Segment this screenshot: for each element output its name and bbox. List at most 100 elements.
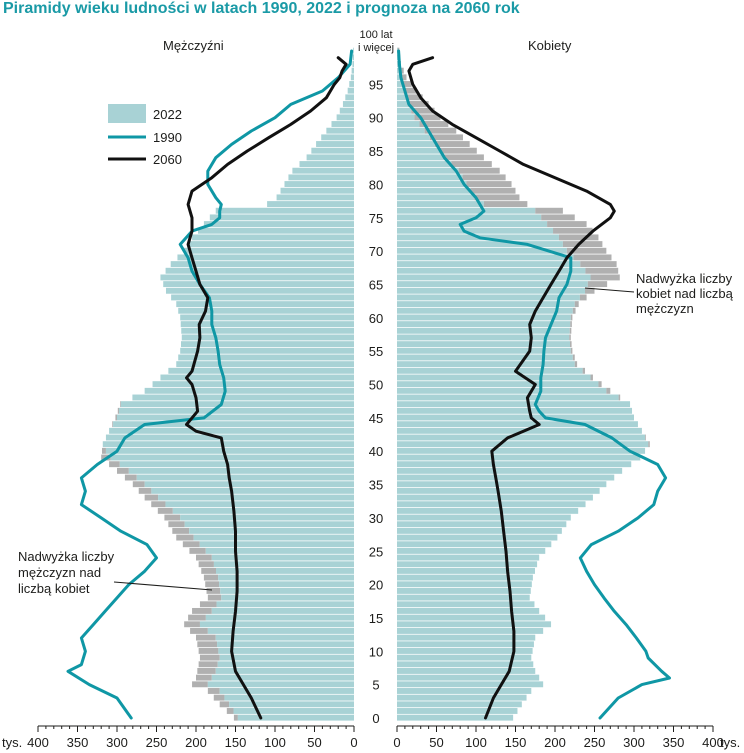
male-bar-2022-age-81 — [288, 174, 354, 181]
female-bar-2022-age-46 — [397, 407, 633, 414]
female-excess-bar-age-88 — [424, 127, 457, 134]
male-excess-bar-age-24 — [196, 554, 212, 561]
male-bar-2022-age-39 — [110, 454, 355, 461]
female-bar-2022-age-78 — [397, 194, 475, 201]
left-x-tick-label-0: 0 — [350, 735, 357, 750]
female-excess-bar-age-56 — [570, 341, 572, 348]
right-side-label: Kobiety — [528, 38, 572, 53]
bars-2022 — [101, 47, 650, 721]
female-excess-bar-age-41 — [648, 441, 650, 448]
age-tick-label-50: 50 — [369, 378, 383, 393]
female-bar-2022-age-3 — [397, 694, 527, 701]
male-bar-2022-age-18 — [221, 594, 354, 601]
female-bar-2022-age-27 — [397, 534, 558, 541]
male-excess-bar-age-22 — [201, 567, 217, 574]
male-bar-2022-age-93 — [345, 94, 354, 101]
age-tick-label-0: 0 — [372, 711, 379, 726]
female-bar-2022-age-33 — [397, 494, 593, 501]
female-excess-bar-age-64 — [585, 287, 595, 294]
right-x-tick-label-400: 400 — [702, 735, 724, 750]
female-excess-bar-age-78 — [474, 194, 520, 201]
female-bar-2022-age-47 — [397, 401, 631, 408]
female-bar-2022-age-8 — [397, 661, 534, 668]
male-excess-bar-age-30 — [164, 514, 181, 521]
male-excess-bar-age-32 — [151, 501, 166, 508]
female-excess-bar-age-61 — [572, 307, 576, 314]
annotation-female-line3: mężczyzn — [636, 301, 694, 316]
female-excess-bar-age-82 — [458, 167, 500, 174]
female-bar-2022-age-41 — [397, 441, 649, 448]
female-bar-2022-age-30 — [397, 514, 571, 521]
female-excess-bar-age-50 — [598, 381, 602, 388]
male-bar-2022-age-4 — [219, 688, 354, 694]
female-excess-bar-age-52 — [582, 367, 586, 374]
female-excess-bar-age-79 — [470, 187, 516, 194]
male-bar-2022-age-45 — [117, 414, 354, 421]
male-excess-bar-age-13 — [190, 627, 208, 634]
male-bar-2022-age-78 — [276, 194, 354, 201]
male-bar-2022-age-19 — [220, 587, 354, 594]
male-bar-2022-age-50 — [152, 381, 354, 388]
male-excess-bar-age-9 — [199, 654, 220, 661]
female-bar-2022-age-42 — [397, 434, 646, 441]
male-bar-2022-age-28 — [189, 527, 354, 534]
male-excess-bar-age-19 — [206, 587, 221, 594]
male-excess-bar-age-40 — [101, 447, 106, 454]
male-excess-bar-age-28 — [172, 527, 190, 534]
legend-label-2060: 2060 — [153, 152, 182, 167]
male-bar-2022-age-75 — [209, 214, 354, 221]
age-tick-label-65: 65 — [369, 277, 383, 292]
female-bar-2022-age-54 — [397, 354, 573, 361]
male-bar-2022-age-62 — [176, 301, 354, 308]
left-x-tick-label-150: 150 — [225, 735, 247, 750]
left-x-tick-label-200: 200 — [185, 735, 207, 750]
male-bar-2022-age-5 — [207, 681, 354, 688]
male-bar-2022-age-7 — [215, 668, 354, 674]
male-bar-2022-age-37 — [128, 467, 354, 474]
female-excess-bar-age-68 — [580, 261, 617, 268]
male-bar-2022-age-66 — [160, 274, 354, 281]
female-excess-bar-age-86 — [434, 141, 470, 147]
female-bar-2022-age-19 — [397, 587, 531, 594]
female-excess-bar-age-49 — [606, 387, 611, 394]
male-bar-2022-age-9 — [219, 654, 354, 661]
female-excess-bar-age-58 — [569, 327, 572, 334]
female-excess-bar-age-92 — [408, 101, 429, 107]
female-bar-2022-age-56 — [397, 341, 571, 348]
male-bar-2022-age-58 — [181, 327, 354, 334]
male-bar-2022-age-65 — [163, 281, 354, 288]
age-tick-label-85: 85 — [369, 144, 383, 159]
female-excess-bar-age-70 — [566, 247, 607, 254]
male-excess-bar-age-10 — [198, 648, 219, 654]
male-excess-bar-age-0 — [233, 714, 238, 721]
male-bar-2022-age-85 — [311, 147, 354, 154]
male-bar-2022-age-48 — [132, 394, 354, 401]
female-bar-2022-age-65 — [397, 281, 588, 288]
male-bar-2022-age-31 — [172, 507, 354, 514]
male-bar-2022-age-73 — [197, 227, 354, 234]
male-line-2060 — [185, 56, 348, 720]
male-bar-2022-age-34 — [151, 487, 354, 494]
female-bar-2022-age-66 — [397, 274, 591, 281]
male-bar-2022-age-8 — [217, 661, 354, 668]
male-bar-2022-age-24 — [211, 554, 354, 561]
male-bar-2022-age-43 — [109, 427, 354, 434]
female-excess-bar-age-93 — [405, 94, 423, 101]
right-x-tick-label-0: 0 — [393, 735, 400, 750]
female-excess-bar-age-48 — [618, 394, 621, 401]
annotation-female-leader — [584, 287, 635, 293]
female-bar-2022-age-63 — [397, 294, 580, 301]
female-bar-2022-age-97 — [397, 67, 400, 74]
female-bar-2022-age-7 — [397, 668, 536, 674]
female-bar-2022-age-67 — [397, 267, 586, 274]
chart-title: Piramidy wieku ludności w latach 1990, 2… — [3, 0, 520, 17]
female-bar-2022-age-80 — [397, 181, 467, 187]
male-bar-2022-age-94 — [347, 87, 354, 94]
male-excess-bar-age-44 — [112, 421, 114, 428]
female-bar-2022-age-88 — [397, 127, 425, 134]
male-bar-2022-age-74 — [203, 221, 354, 228]
female-excess-bar-age-54 — [572, 354, 575, 361]
male-excess-bar-age-17 — [199, 601, 217, 608]
right-x-tick-label-250: 250 — [584, 735, 606, 750]
female-bar-2022-age-94 — [397, 87, 404, 94]
